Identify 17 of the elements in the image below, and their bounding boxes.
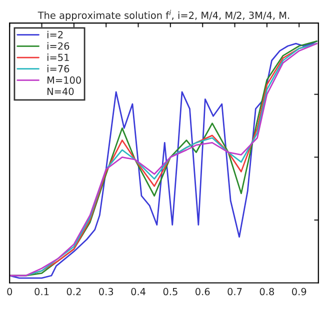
chart-title: The approximate solution f$^{i}$, i=2, M/4, M/2, 3M/4, M.	[38, 10, 290, 21]
annotation: N=40	[48, 88, 74, 96]
x-tick-label: 0.6	[196, 288, 210, 296]
x-tick-label: 0	[7, 288, 12, 296]
x-tick-label: 0.7	[228, 288, 242, 296]
legend-label: i=76	[47, 64, 70, 72]
x-tick-label: 0.3	[99, 288, 114, 296]
legend-label: i=26	[47, 42, 70, 50]
x-tick-label: 0.2	[66, 288, 81, 296]
x-tick-label: 0.9	[292, 288, 306, 296]
x-tick-label: 0.4	[131, 288, 146, 296]
x-tick-label: 0.8	[260, 288, 274, 296]
legend-label: i=2	[47, 30, 63, 38]
legend-label: M=100	[48, 76, 81, 84]
x-tick-label: 0.1	[34, 288, 49, 296]
x-tick-label: 0.5	[163, 288, 178, 296]
legend-label: i=51	[47, 54, 69, 62]
